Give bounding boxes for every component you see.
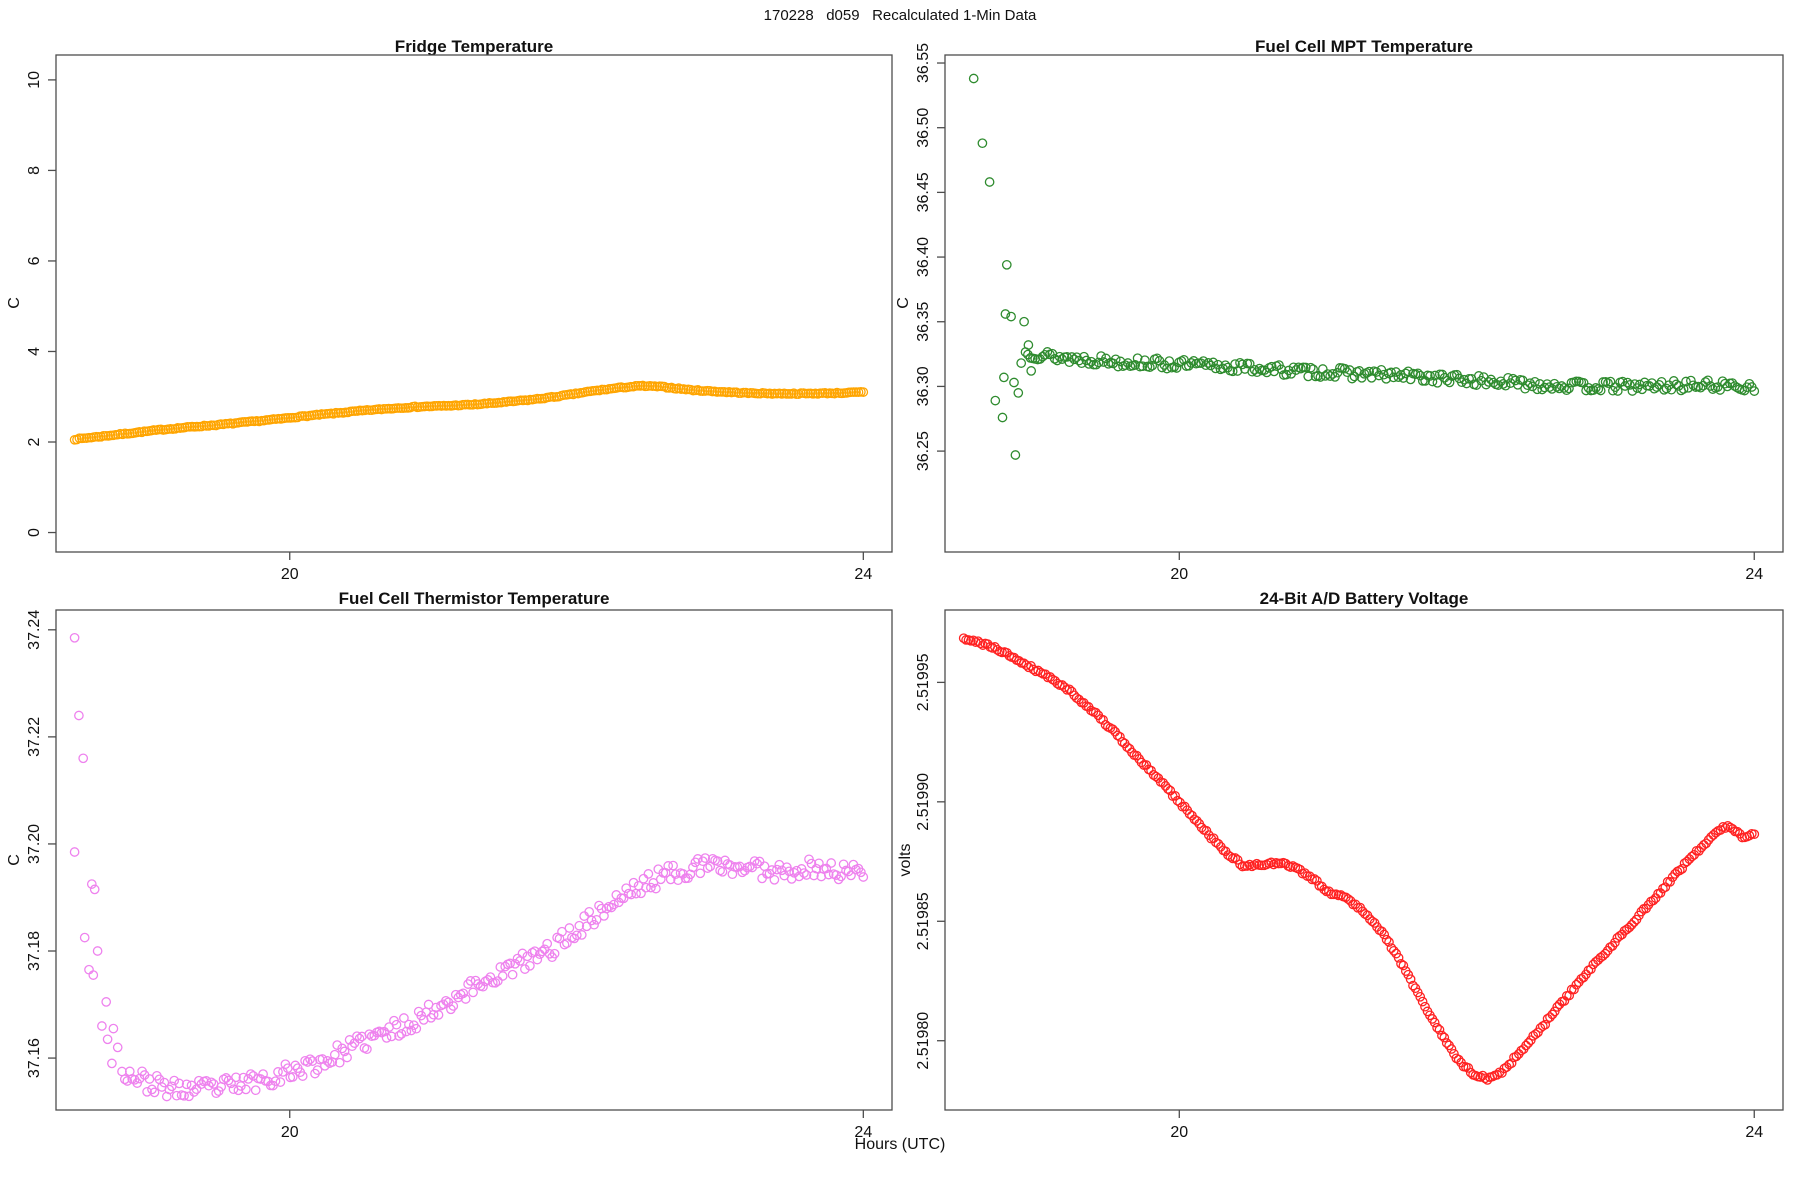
panel-title-fridge-temperature: Fridge Temperature <box>394 37 554 56</box>
battery-voltage-points <box>958 633 1760 1085</box>
svg-text:37.22: 37.22 <box>26 717 43 757</box>
panel-title-fuel-cell-thermistor-temperature: Fuel Cell Thermistor Temperature <box>338 589 610 608</box>
svg-text:2.51985: 2.51985 <box>915 892 932 950</box>
svg-text:20: 20 <box>1170 566 1188 583</box>
svg-text:37.20: 37.20 <box>26 824 43 864</box>
battery-voltage-panel: 20 24 2.51980 2.51985 2.51990 2.51995 <box>915 609 1784 1141</box>
fuel-cell-thermistor-temperature-panel: 20 24 37.16 37.18 37.20 37.22 37.24 <box>26 609 893 1141</box>
svg-text:2: 2 <box>26 437 43 446</box>
svg-text:36.25: 36.25 <box>915 431 932 471</box>
svg-text:36.50: 36.50 <box>915 108 932 148</box>
svg-text:24: 24 <box>854 566 872 583</box>
svg-text:36.35: 36.35 <box>915 302 932 342</box>
svg-text:0: 0 <box>26 528 43 537</box>
svg-text:10: 10 <box>26 71 43 89</box>
svg-text:37.16: 37.16 <box>26 1038 43 1078</box>
svg-text:37.18: 37.18 <box>26 931 43 971</box>
fuel-cell-thermistor-temperature-points <box>69 632 869 1102</box>
fuel-cell-mpt-temperature-points <box>968 73 1760 460</box>
svg-text:2.51990: 2.51990 <box>915 773 932 831</box>
svg-text:24: 24 <box>1745 566 1763 583</box>
svg-text:2.51980: 2.51980 <box>915 1012 932 1070</box>
svg-text:20: 20 <box>1170 1124 1188 1141</box>
svg-text:36.40: 36.40 <box>915 237 932 277</box>
svg-text:24: 24 <box>1745 1124 1763 1141</box>
fuel-cell-thermistor-temperature-axes: 20 24 37.16 37.18 37.20 37.22 37.24 <box>26 609 893 1141</box>
svg-text:6: 6 <box>26 256 43 265</box>
svg-text:24: 24 <box>854 1124 872 1141</box>
fridge-temperature-points <box>69 380 869 445</box>
panel-title-fuel-cell-mpt-temperature: Fuel Cell MPT Temperature <box>1255 37 1473 56</box>
svg-text:4: 4 <box>26 347 43 356</box>
main-title: 170228 d059 Recalculated 1-Min Data <box>763 7 1037 24</box>
panel-title-battery-voltage: 24-Bit A/D Battery Voltage <box>1259 589 1469 608</box>
svg-text:36.45: 36.45 <box>915 172 932 212</box>
svg-text:36.30: 36.30 <box>915 366 932 406</box>
x-axis-label: Hours (UTC) <box>854 1136 946 1153</box>
battery-voltage-axes: 20 24 2.51980 2.51985 2.51990 2.51995 <box>915 609 1784 1141</box>
svg-text:20: 20 <box>281 566 299 583</box>
fuel-cell-mpt-temperature-panel: 20 24 36.25 36.30 36.35 36.40 36.45 36.50 36.55 <box>915 43 1784 583</box>
svg-text:37.24: 37.24 <box>26 610 43 650</box>
svg-text:8: 8 <box>26 166 43 175</box>
fuel-cell-mpt-temperature-axes: 20 24 36.25 36.30 36.35 36.40 36.45 36.50 36.55 <box>915 43 1784 583</box>
svg-text:36.55: 36.55 <box>915 43 932 83</box>
svg-text:20: 20 <box>281 1124 299 1141</box>
svg-text:2.51995: 2.51995 <box>915 653 932 711</box>
